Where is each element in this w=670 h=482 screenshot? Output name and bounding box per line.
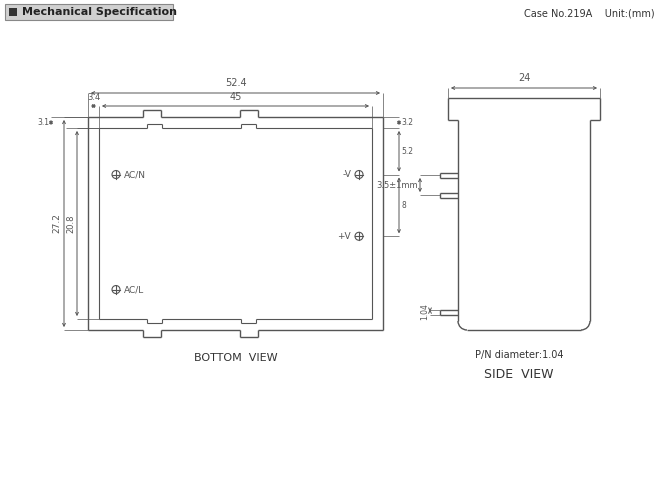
Text: 20.8: 20.8 — [66, 214, 75, 233]
Text: 3.1: 3.1 — [37, 118, 49, 127]
Text: BOTTOM  VIEW: BOTTOM VIEW — [194, 353, 277, 363]
Text: 3.5±1mm: 3.5±1mm — [377, 180, 418, 189]
Text: AC/N: AC/N — [124, 170, 146, 179]
Text: 3.4: 3.4 — [87, 93, 100, 102]
Text: 24: 24 — [518, 73, 530, 83]
Text: SIDE  VIEW: SIDE VIEW — [484, 367, 553, 380]
Text: Case No.219A    Unit:(mm): Case No.219A Unit:(mm) — [525, 9, 655, 19]
Text: 27.2: 27.2 — [52, 214, 61, 233]
Text: +V: +V — [338, 232, 351, 241]
Text: 52.4: 52.4 — [224, 78, 247, 88]
Text: 5.2: 5.2 — [401, 147, 413, 156]
Text: -V: -V — [342, 170, 351, 179]
Text: AC/L: AC/L — [124, 285, 144, 294]
Text: Mechanical Specification: Mechanical Specification — [22, 7, 177, 17]
Text: 8: 8 — [401, 201, 406, 210]
Text: 45: 45 — [229, 92, 242, 102]
Bar — [9, 8, 17, 16]
Text: 3.2: 3.2 — [401, 118, 413, 127]
Text: 1.04: 1.04 — [420, 304, 429, 321]
FancyBboxPatch shape — [5, 4, 173, 20]
Text: P/N diameter:1.04: P/N diameter:1.04 — [475, 350, 563, 360]
